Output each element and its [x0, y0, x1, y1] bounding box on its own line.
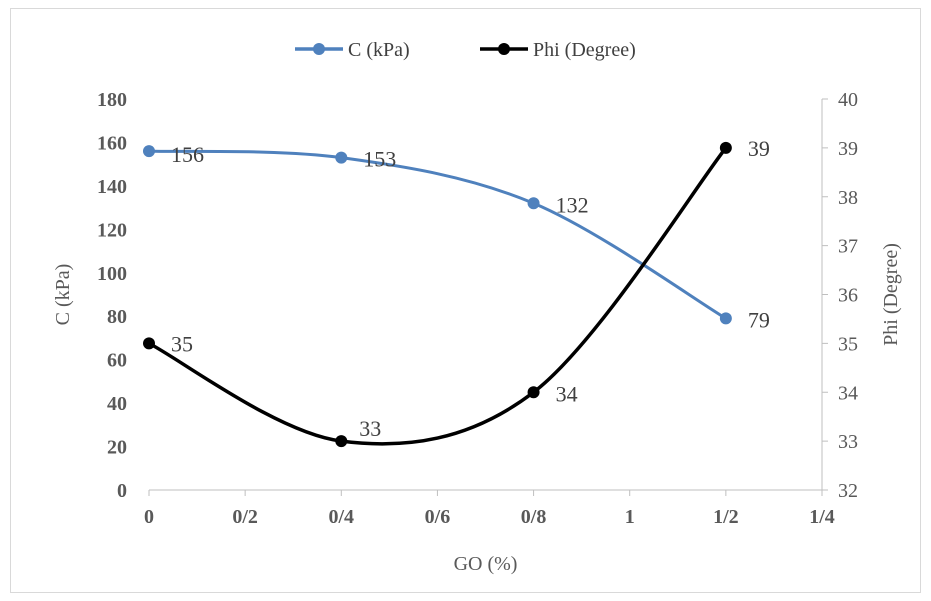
legend: C (kPa) Phi (Degree) — [295, 39, 636, 61]
y-left-tick-label: 40 — [107, 393, 127, 415]
line-chart: C (kPa) Phi (Degree) 0 0/2 0/4 0/6 0/8 1 1/2 1/4… — [52, 39, 902, 575]
data-point-phi — [143, 337, 155, 350]
y-right-tick-label: 35 — [838, 333, 858, 355]
y-right-tick-label: 39 — [838, 138, 858, 160]
y-left-tick-label: 140 — [97, 176, 127, 198]
y-left-axis-title: C (kPa) — [52, 264, 74, 326]
x-tick-label: 0/2 — [232, 506, 258, 528]
y-right-tick-label: 32 — [838, 480, 858, 502]
data-label-c: 156 — [171, 142, 204, 167]
y-left-tick-label: 20 — [107, 437, 127, 459]
data-label-c: 132 — [556, 192, 589, 217]
y-right-tick-label: 34 — [838, 382, 858, 404]
x-tick-label: 0/6 — [425, 506, 451, 528]
data-point-phi — [335, 435, 348, 448]
data-point-c — [335, 151, 348, 164]
y-right-tick-label: 40 — [838, 89, 858, 111]
y-left-tick-label: 80 — [107, 306, 127, 328]
data-label-phi: 33 — [359, 416, 381, 441]
data-label-c: 79 — [748, 307, 770, 332]
y-right-tick-label: 33 — [838, 431, 858, 453]
data-label-phi: 34 — [556, 381, 578, 406]
x-tick-label: 0/8 — [521, 506, 547, 528]
x-tick-label: 1/2 — [713, 506, 739, 528]
series-line-phi — [147, 146, 728, 446]
chart-frame: C (kPa) Phi (Degree) 0 0/2 0/4 0/6 0/8 1 1/2 1/4… — [10, 8, 921, 593]
data-point-phi — [527, 386, 540, 399]
data-point-phi — [719, 141, 732, 154]
legend-label-phi: Phi (Degree) — [533, 39, 636, 61]
y-right-tick-label: 38 — [838, 187, 858, 209]
data-label-phi: 35 — [171, 331, 193, 356]
y-left-tick-label: 120 — [97, 219, 127, 241]
legend-marker-c — [313, 43, 325, 55]
y-right-axis-title: Phi (Degree) — [880, 243, 902, 346]
x-tick-label: 0/4 — [329, 506, 355, 528]
legend-marker-phi — [498, 43, 510, 55]
x-tick-label: 1 — [625, 506, 635, 528]
legend-label-c: C (kPa) — [348, 39, 410, 61]
y-left-tick-label: 100 — [97, 263, 127, 285]
series-line-c — [147, 149, 728, 320]
x-axis-title: GO (%) — [454, 553, 518, 575]
x-tick-label: 1/4 — [809, 506, 835, 528]
series-layer — [143, 141, 732, 448]
data-labels: 156 153 132 79 35 33 34 39 — [171, 136, 770, 441]
y-right-tick-label: 37 — [838, 236, 858, 258]
data-label-c: 153 — [363, 147, 396, 172]
data-label-phi: 39 — [748, 136, 770, 161]
y-left-tick-label: 180 — [97, 89, 127, 111]
y-left-tick-label: 160 — [97, 132, 127, 154]
x-tick-label: 0 — [144, 506, 154, 528]
y-left-tick-label: 60 — [107, 350, 127, 372]
data-point-c — [527, 197, 540, 210]
y-right-tick-label: 36 — [838, 285, 858, 307]
data-point-c — [719, 312, 732, 325]
data-point-c — [143, 145, 155, 158]
y-left-tick-label: 0 — [117, 480, 127, 502]
axes: 0 0/2 0/4 0/6 0/8 1 1/2 1/4 GO (%) 0 20 40 60 80 100 12… — [52, 89, 902, 575]
